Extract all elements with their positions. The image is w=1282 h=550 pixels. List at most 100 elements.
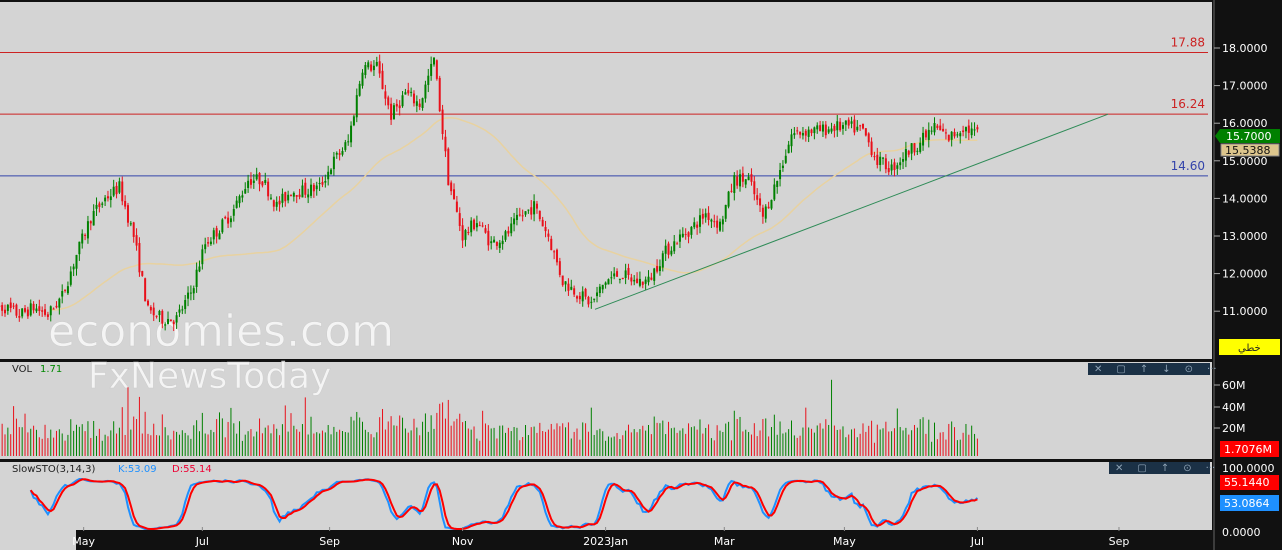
chart-mode-label[interactable]: خطي (1238, 343, 1261, 354)
candle-body (41, 310, 44, 312)
candle-body (927, 129, 930, 140)
candle-body (290, 194, 292, 196)
volume-label: VOL (12, 364, 33, 375)
candle-body (507, 230, 510, 234)
candle-body (75, 254, 78, 269)
move-down-icon[interactable]: ↓ (1162, 363, 1171, 375)
candle-body (902, 158, 905, 162)
candle-body (72, 266, 75, 270)
close-icon[interactable]: ✕ (1094, 363, 1103, 375)
move-up-icon[interactable]: ↑ (1160, 462, 1170, 474)
maximize-icon[interactable]: ▢ (1137, 462, 1147, 474)
candle-body (924, 130, 927, 138)
candle-body (415, 101, 418, 106)
candle-body (630, 277, 633, 282)
candle-body (232, 209, 235, 216)
candle-body (664, 245, 667, 254)
candle-body (172, 321, 175, 325)
candle-body (161, 310, 164, 324)
candle-body (312, 184, 315, 192)
candle-body (258, 172, 261, 185)
candle-body (956, 134, 959, 136)
candle-body (384, 91, 387, 99)
close-icon[interactable]: ✕ (1115, 462, 1124, 474)
time-axis (76, 531, 1212, 550)
candle-body (387, 97, 390, 106)
candle-body (269, 197, 272, 199)
candle-body (61, 291, 64, 297)
volume-pane-toolbar[interactable]: ✕ ▢ ↑ ↓ ⊙ ··· (1088, 363, 1217, 375)
candle-body (919, 142, 922, 152)
candle-body (444, 136, 447, 152)
move-up-icon[interactable]: ↑ (1139, 363, 1149, 375)
candle-body (212, 230, 215, 240)
candle-body (596, 292, 599, 297)
price-pane[interactable] (0, 2, 1212, 359)
candle-body (601, 284, 604, 290)
candle-body (515, 214, 518, 220)
candle-body (167, 318, 170, 324)
candle-body (490, 241, 493, 244)
candle-body (287, 194, 290, 201)
candle-body (147, 300, 149, 306)
settings-icon[interactable]: ⊙ (1183, 462, 1192, 474)
candle-body (804, 130, 807, 136)
candle-body (324, 181, 327, 183)
candle-body (527, 209, 530, 211)
candle-body (192, 288, 195, 294)
candle-body (298, 194, 301, 197)
volume-tick-label: 60M (1222, 379, 1246, 392)
candle-body (318, 182, 321, 184)
candle-body (498, 242, 501, 249)
price-tick-label: 17.0000 (1222, 80, 1268, 93)
more-icon[interactable]: ··· (1207, 363, 1217, 375)
candle-body (464, 230, 467, 240)
volume-last-value: 1.7076M (1224, 443, 1272, 456)
candle-body (856, 126, 859, 131)
candle-body (904, 149, 907, 161)
candle-body (621, 277, 624, 280)
candle-body (824, 124, 827, 136)
candle-body (618, 278, 621, 280)
price-tick-label: 15.0000 (1222, 155, 1268, 168)
candle-body (882, 157, 885, 159)
candle-body (933, 123, 936, 133)
candle-body (204, 244, 207, 250)
candle-body (739, 174, 742, 187)
candle-body (335, 152, 338, 155)
candle-body (713, 221, 716, 223)
maximize-icon[interactable]: ▢ (1116, 363, 1126, 375)
candle-body (633, 279, 636, 282)
candle-body (421, 98, 424, 108)
candle-body (304, 182, 307, 195)
candle-body (89, 221, 92, 224)
candle-body (341, 151, 344, 155)
candle-body (504, 231, 507, 240)
more-icon[interactable]: ··· (1205, 462, 1216, 474)
candle-body (375, 61, 378, 66)
candle-body (115, 185, 118, 195)
time-tick-label: May (833, 535, 856, 548)
level-label-16.24: 16.24 (1171, 97, 1205, 111)
candle-body (132, 222, 135, 237)
candle-body (195, 269, 198, 287)
candle-body (138, 242, 141, 273)
candle-body (235, 200, 238, 208)
candle-body (590, 301, 593, 303)
candle-body (879, 156, 882, 166)
candle-body (430, 63, 433, 76)
candle-body (513, 218, 516, 225)
candle-body (247, 180, 250, 188)
chart-mode-badge[interactable] (1219, 339, 1280, 355)
stoch-tick-100: 100.0000 (1222, 462, 1275, 475)
ma-value-badge (1220, 143, 1280, 157)
stochastic-pane-toolbar[interactable]: ✕ ▢ ↑ ⊙ ··· (1109, 462, 1215, 474)
candle-body (350, 125, 353, 143)
settings-icon[interactable]: ⊙ (1184, 363, 1194, 375)
candle-body (86, 221, 89, 239)
candle-body (953, 132, 956, 137)
candle-body (404, 92, 407, 95)
candle-body (584, 288, 587, 297)
candle-body (410, 91, 413, 93)
